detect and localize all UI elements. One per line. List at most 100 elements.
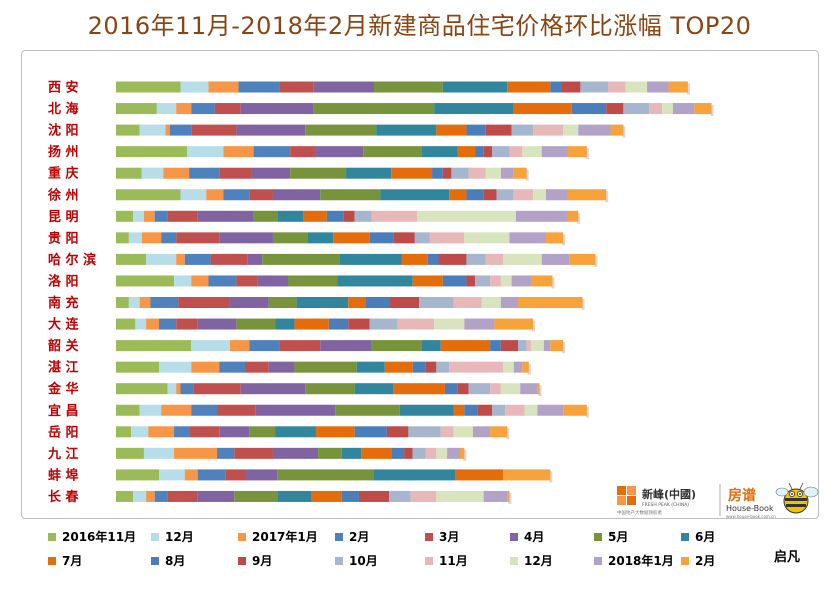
bar-segment <box>468 167 486 179</box>
bar-segment <box>290 167 347 179</box>
legend-item: 10月 <box>335 552 378 569</box>
bar-segment <box>303 210 327 222</box>
bar-segment <box>389 297 420 308</box>
bar-segment <box>167 210 198 222</box>
bar-segment <box>290 146 316 158</box>
legend-item: 2月 <box>335 528 369 545</box>
bar-segment <box>116 275 175 287</box>
bar-segment <box>247 253 263 265</box>
bar-segment <box>219 232 273 244</box>
bar-segment <box>275 426 316 438</box>
bar-segment <box>116 469 159 481</box>
bar-segment <box>530 340 544 352</box>
bar-segment <box>391 447 405 459</box>
bar-segment <box>511 275 531 287</box>
bar-segment <box>354 383 394 395</box>
bar-segment <box>176 383 181 395</box>
bar-segment <box>346 167 392 179</box>
bar-segment <box>610 124 624 136</box>
bar-segment <box>135 318 147 330</box>
bar-segment <box>236 275 258 287</box>
bar-segment <box>277 210 304 222</box>
bar-segment <box>206 189 224 201</box>
bar-segment <box>485 253 503 265</box>
bar-segment <box>580 81 609 93</box>
bar-segment <box>533 189 546 201</box>
bar-segment <box>397 318 435 330</box>
bar-segment <box>219 361 245 373</box>
bar-segment <box>139 404 162 416</box>
bar-segment <box>537 383 540 395</box>
bar-segment <box>466 189 484 201</box>
bar-segment <box>305 383 355 395</box>
bar-segment <box>490 426 508 438</box>
legend-label: 8月 <box>165 554 186 568</box>
bar-segment <box>393 232 415 244</box>
bar-segment <box>229 340 250 352</box>
bar-shadow <box>506 428 510 440</box>
legend-label: 2月 <box>695 554 716 568</box>
bar-segment <box>133 210 144 222</box>
bar-segment <box>518 340 527 352</box>
bar-segment <box>159 318 177 330</box>
legend-label: 12月 <box>165 530 194 544</box>
bar-segment <box>191 404 218 416</box>
bar-shadow <box>686 83 690 95</box>
bar-segment <box>219 426 250 438</box>
bar-segment <box>606 103 624 115</box>
bar-segment <box>176 232 220 244</box>
bar-segment <box>363 146 422 158</box>
bar-segment <box>348 297 366 308</box>
bar-segment <box>277 469 374 481</box>
bar-segment <box>369 318 398 330</box>
bar-segment <box>436 361 450 373</box>
bar-segment <box>513 103 572 115</box>
legend-item: 3月 <box>425 528 459 545</box>
bar-segment <box>668 81 688 93</box>
bar-segment <box>425 447 437 459</box>
bar-segment <box>236 318 276 330</box>
bar-segment <box>546 232 564 244</box>
bar-segment <box>513 189 534 201</box>
bar-segment <box>442 81 508 93</box>
bar-segment <box>184 253 211 265</box>
city-label: 大 连 <box>48 317 80 333</box>
bar-segment <box>623 103 650 115</box>
legend-label: 7月 <box>62 554 83 568</box>
bar-segment <box>434 103 514 115</box>
city-label: 昆 明 <box>48 209 79 225</box>
bar-segment <box>311 490 342 502</box>
city-label: 哈 尔 滨 <box>48 252 96 268</box>
bar-segment <box>180 189 207 201</box>
bar-segment <box>563 124 579 136</box>
bar-segment <box>442 167 452 179</box>
bar-segment <box>116 447 144 459</box>
bar-segment <box>464 318 495 330</box>
legend-item: 7月 <box>48 552 82 569</box>
bar-shadow <box>594 255 598 267</box>
bar-segment <box>567 146 587 158</box>
bar-segment <box>116 426 132 438</box>
bar-segment <box>485 167 501 179</box>
legend-label: 3月 <box>439 530 460 544</box>
legend-label: 12月 <box>524 554 553 568</box>
bar-segment <box>647 81 669 93</box>
bar-segment <box>457 383 469 395</box>
bar-segment <box>649 103 663 115</box>
bar-shadow <box>549 471 553 483</box>
bar-shadow <box>463 449 467 461</box>
bar-segment <box>365 297 390 308</box>
bar-segment <box>234 490 278 502</box>
bar-segment <box>307 232 334 244</box>
bar-segment <box>481 297 501 308</box>
bar-segment <box>492 146 510 158</box>
bar-segment <box>174 275 192 287</box>
bar-segment <box>217 447 235 459</box>
city-label: 长 春 <box>48 489 80 505</box>
bar-segment <box>229 297 269 308</box>
legend-label: 2018年1月 <box>608 554 674 568</box>
bar-segment <box>116 297 129 308</box>
bar-segment <box>313 103 435 115</box>
bar-segment <box>472 426 491 438</box>
city-label: 洛 阳 <box>48 273 79 289</box>
